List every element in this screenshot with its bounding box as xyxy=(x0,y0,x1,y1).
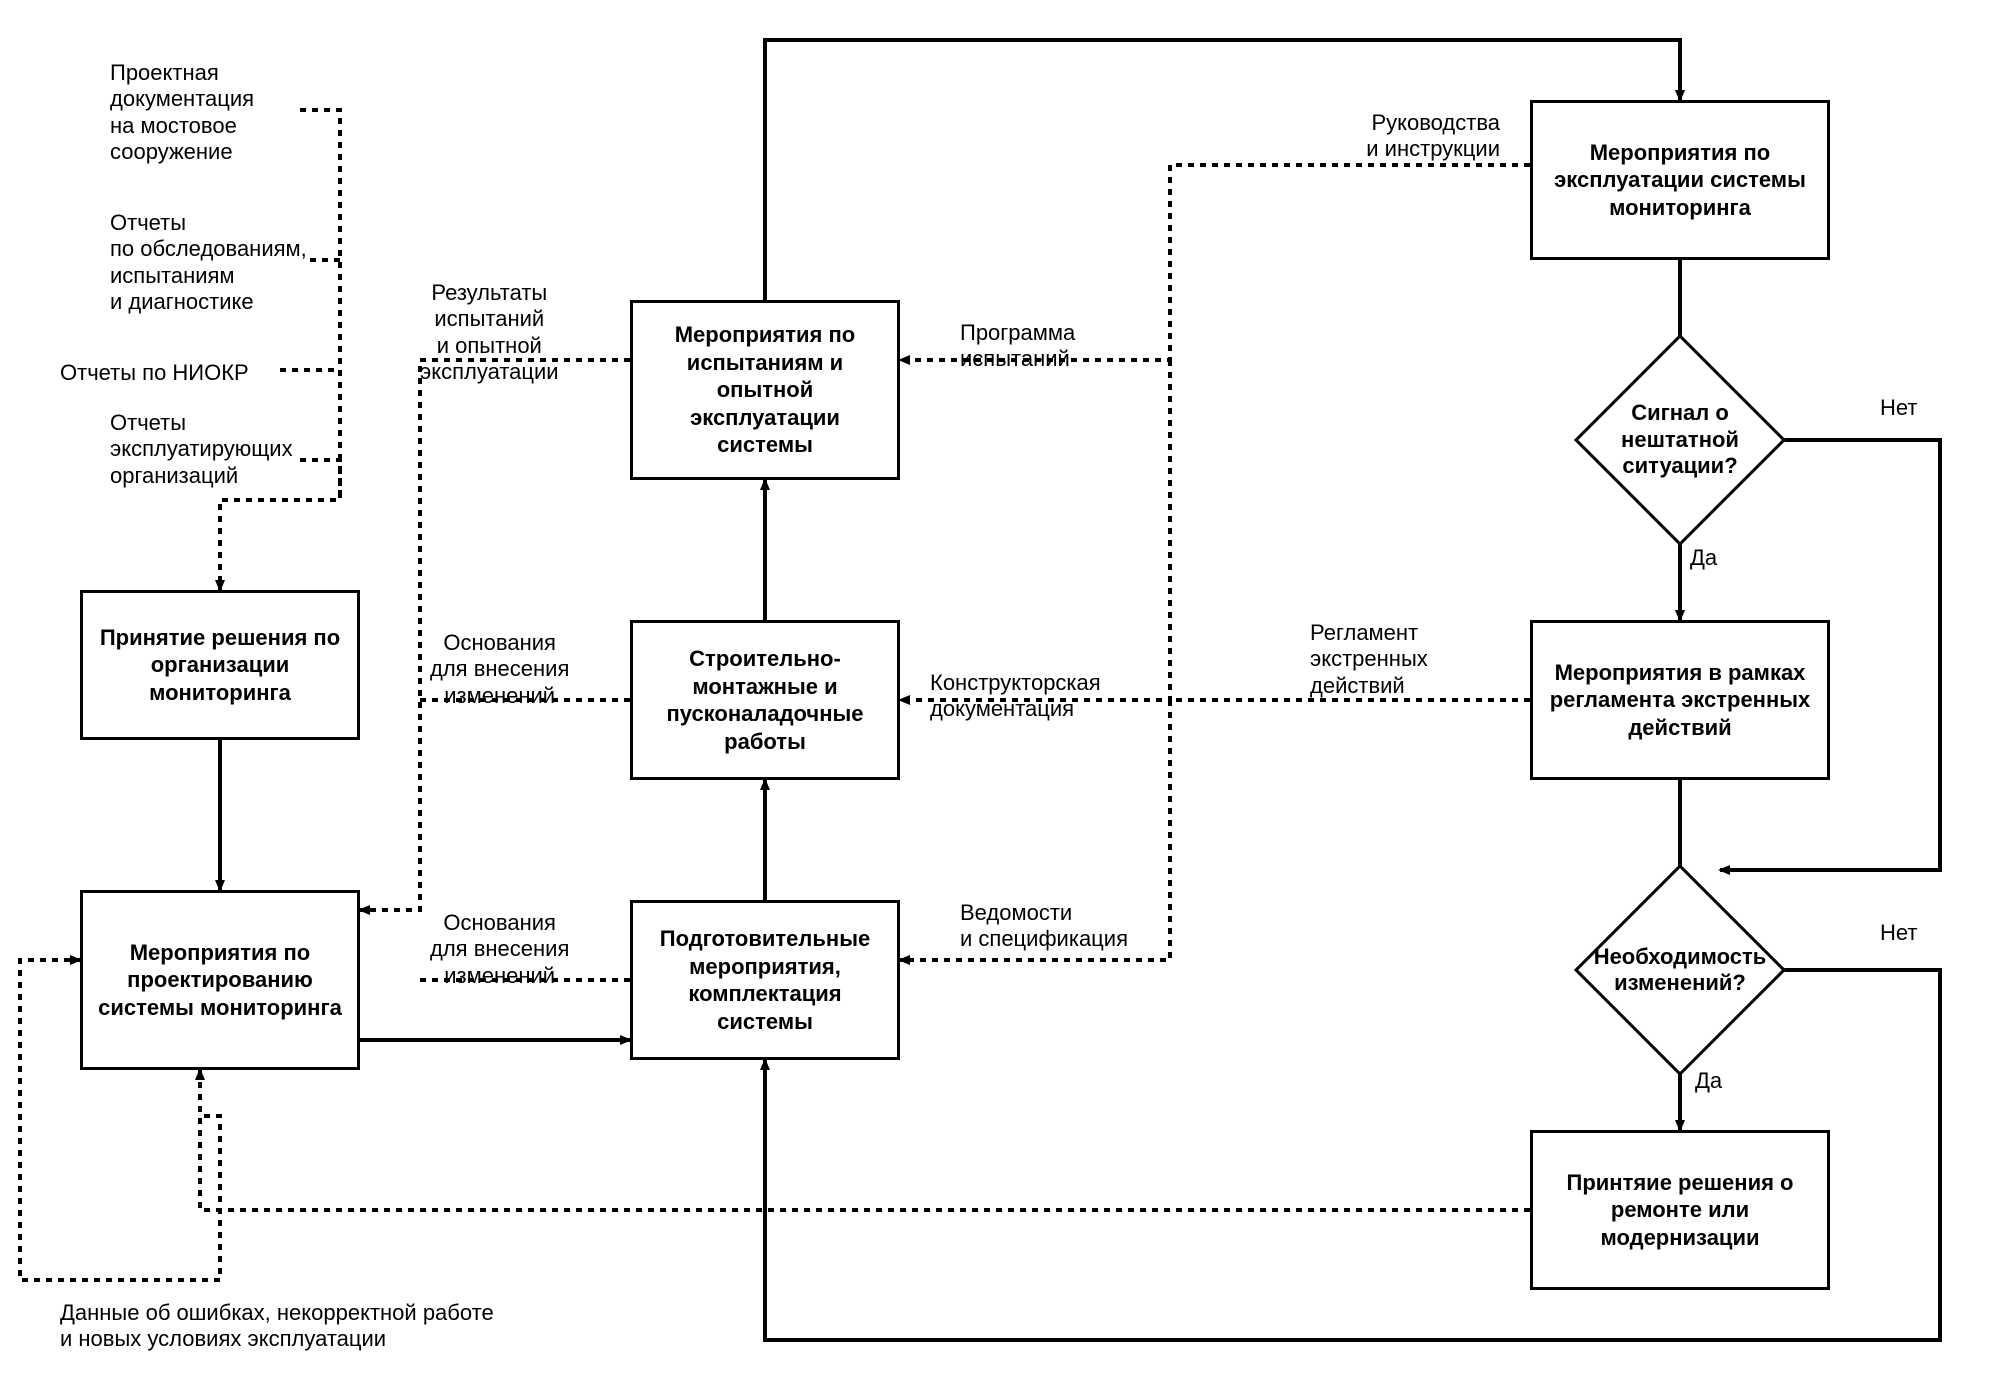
node-build: Строительно- монтажные и пусконаладочные… xyxy=(630,620,900,780)
label-no1: Нет xyxy=(1880,395,1917,421)
label-yes2: Да xyxy=(1695,1068,1722,1094)
label-vedomosti: Ведомости и спецификация xyxy=(960,900,1128,953)
diamond-changes: Необходимость изменений? xyxy=(1605,895,1755,1045)
label-basis2: Основания для внесения изменений xyxy=(430,910,569,989)
node-prep: Подготовительные мероприятия, комплектац… xyxy=(630,900,900,1060)
label-no2: Нет xyxy=(1880,920,1917,946)
label-kd: Конструкторская документация xyxy=(930,670,1101,723)
label-reports: Отчеты по обследованиям, испытаниям и ди… xyxy=(110,210,307,316)
label-errors: Данные об ошибках, некорректной работе и… xyxy=(60,1300,494,1353)
diamond-signal: Сигнал о нештатной ситуации? xyxy=(1605,365,1755,515)
label-results: Результаты испытаний и опытной эксплуата… xyxy=(420,280,559,386)
label-niokr: Отчеты по НИОКР xyxy=(60,360,249,386)
label-guides: Руководства и инструкции xyxy=(1300,110,1500,163)
node-repair: Принтяие решения о ремонте или модерниза… xyxy=(1530,1130,1830,1290)
node-decision-org: Принятие решения по организации монитори… xyxy=(80,590,360,740)
label-basis1: Основания для внесения изменений xyxy=(430,630,569,709)
node-emergency: Мероприятия в рамках регламента экстренн… xyxy=(1530,620,1830,780)
label-expl-org: Отчеты эксплуатирующих организаций xyxy=(110,410,293,489)
node-trials: Мероприятия по испытаниям и опытной эксп… xyxy=(630,300,900,480)
node-operation: Мероприятия по эксплуатации системы мони… xyxy=(1530,100,1830,260)
label-reglament: Регламент экстренных действий xyxy=(1310,620,1428,699)
label-proj-doc: Проектная документация на мостовое соору… xyxy=(110,60,254,166)
node-design: Мероприятия по проектированию системы мо… xyxy=(80,890,360,1070)
label-program: Программа испытаний xyxy=(960,320,1075,373)
label-yes1: Да xyxy=(1690,545,1717,571)
flowchart-canvas: Принятие решения по организации монитори… xyxy=(0,0,2000,1386)
